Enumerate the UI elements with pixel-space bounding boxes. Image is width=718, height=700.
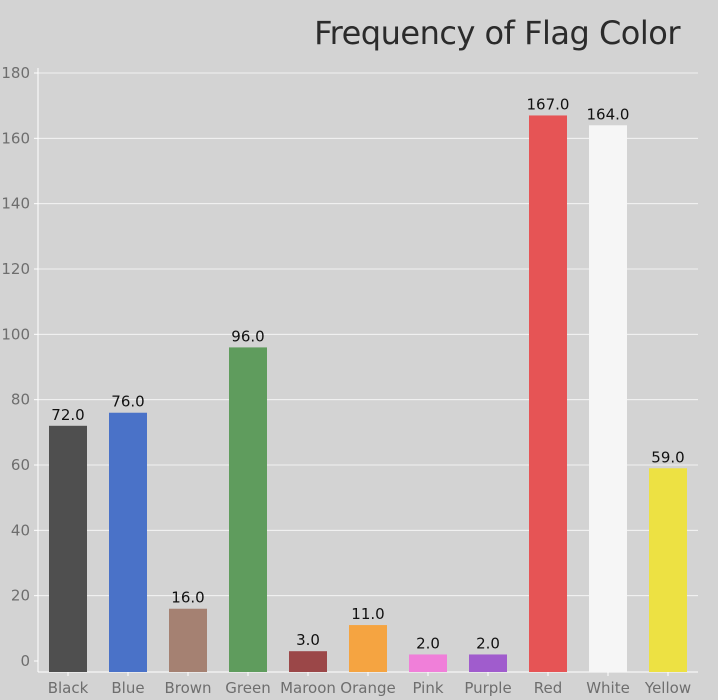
data-label-pink: 2.0 — [416, 634, 440, 652]
x-tick-label-red: Red — [534, 679, 563, 697]
y-tick-label: 40 — [11, 521, 30, 539]
y-tick-label: 120 — [1, 260, 30, 278]
x-tick-label-green: Green — [225, 679, 270, 697]
y-tick-label: 60 — [11, 456, 30, 474]
x-tick-label-purple: Purple — [464, 679, 511, 697]
data-label-red: 167.0 — [527, 95, 570, 113]
x-tick-label-blue: Blue — [111, 679, 144, 697]
bar-maroon — [289, 651, 327, 672]
data-label-purple: 2.0 — [476, 634, 500, 652]
x-tick-label-black: Black — [48, 679, 89, 697]
data-label-brown: 16.0 — [171, 589, 204, 607]
data-label-yellow: 59.0 — [651, 448, 684, 466]
y-tick-label: 140 — [1, 195, 30, 213]
data-label-green: 96.0 — [231, 327, 264, 345]
y-tick-label: 80 — [11, 391, 30, 409]
grid-lines — [38, 72, 698, 597]
x-tick-label-pink: Pink — [412, 679, 443, 697]
bar-red — [529, 115, 567, 672]
bar-brown — [169, 608, 207, 672]
bar-purple — [469, 654, 507, 672]
y-tick-label: 100 — [1, 325, 30, 343]
data-label-white: 164.0 — [587, 105, 630, 123]
data-label-black: 72.0 — [51, 406, 84, 424]
x-tick-label-brown: Brown — [164, 679, 211, 697]
bar-green — [229, 347, 267, 672]
data-labels: 72.0 76.0 16.0 96.0 3.0 11.0 2.0 2.0 167.0 164.0 5… — [51, 95, 684, 652]
data-label-blue: 76.0 — [111, 393, 144, 411]
x-tick-label-orange: Orange — [340, 679, 395, 697]
data-label-maroon: 3.0 — [296, 631, 320, 649]
bars — [49, 115, 687, 673]
y-tick-label: 20 — [11, 587, 30, 605]
bar-blue — [109, 412, 147, 672]
bar-orange — [349, 625, 387, 672]
y-tick-label: 160 — [1, 129, 30, 147]
x-tick-label-yellow: Yellow — [644, 679, 691, 697]
bar-yellow — [649, 468, 687, 672]
bar-black — [49, 425, 87, 672]
bar-white — [589, 125, 627, 673]
data-label-orange: 11.0 — [351, 605, 384, 623]
y-tick-label: 0 — [20, 652, 30, 670]
y-axis: 0 20 40 60 80 100 120 140 160 180 — [1, 64, 698, 673]
x-axis: Black Blue Brown Green Maroon Orange Pink Purpl… — [48, 672, 691, 697]
x-tick-label-maroon: Maroon — [280, 679, 336, 697]
x-tick-label-white: White — [586, 679, 630, 697]
bar-pink — [409, 654, 447, 672]
y-tick-label: 180 — [1, 64, 30, 82]
chart-title: Frequency of Flag Color — [314, 14, 681, 52]
